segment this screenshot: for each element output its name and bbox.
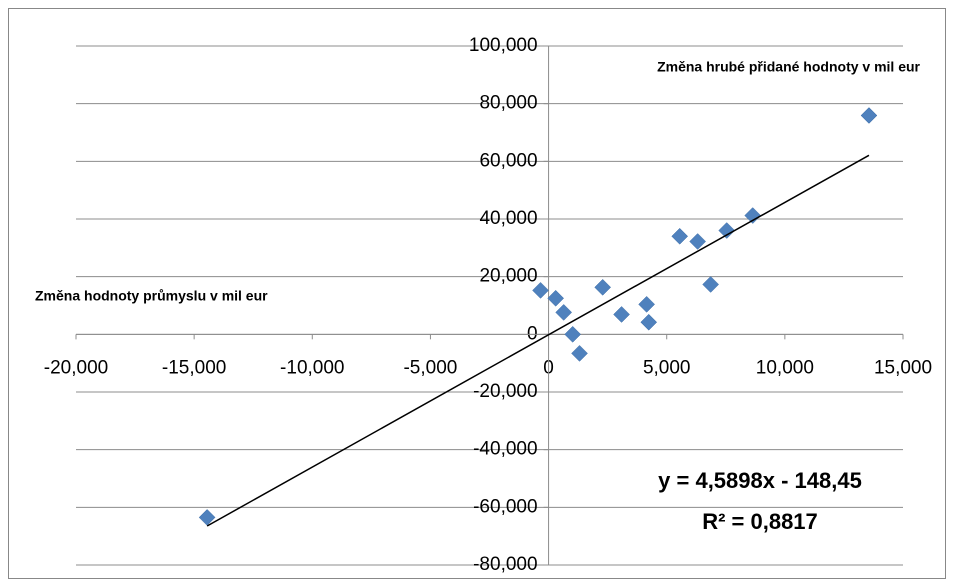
point [571,345,588,362]
x-tick-label: -10,000 [280,357,344,378]
point [547,289,565,307]
point [555,304,573,321]
point [718,222,736,239]
x-axis-title: Změna hodnoty průmyslu v mil eur [35,288,268,304]
point [671,227,689,245]
point [860,107,878,124]
x-tick-label: 5,000 [643,357,691,378]
y-tick-label: -20,000 [473,381,537,402]
point [594,278,612,296]
y-tick-label: 80,000 [479,93,537,114]
x-tick-label: 15,000 [874,357,932,378]
point [564,325,582,343]
y-tick-label: 20,000 [479,266,537,287]
trendline [206,154,870,527]
y-axis-title: Změna hrubé přidané hodnoty v mil eur [657,59,920,75]
point [640,313,658,331]
point [613,306,630,323]
y-tick-label: -80,000 [473,554,537,575]
y-tick-label: 100,000 [469,35,538,56]
y-tick-label: -60,000 [473,496,537,517]
y-tick-label: 40,000 [479,208,537,229]
x-tick-label: 10,000 [756,357,814,378]
x-tick-label: -15,000 [162,357,226,378]
y-tick-label: -40,000 [473,439,537,460]
x-tick-label: -5,000 [403,357,457,378]
trendline-r2: R² = 0,8817 [702,509,818,534]
point [689,233,707,250]
point [638,295,655,313]
point [744,207,762,224]
point [532,282,549,299]
x-tick-label: -20,000 [44,357,108,378]
y-tick-label: 60,000 [479,150,537,171]
point [702,276,720,293]
trendline-equation: y = 4,5898x - 148,45 [658,468,862,493]
